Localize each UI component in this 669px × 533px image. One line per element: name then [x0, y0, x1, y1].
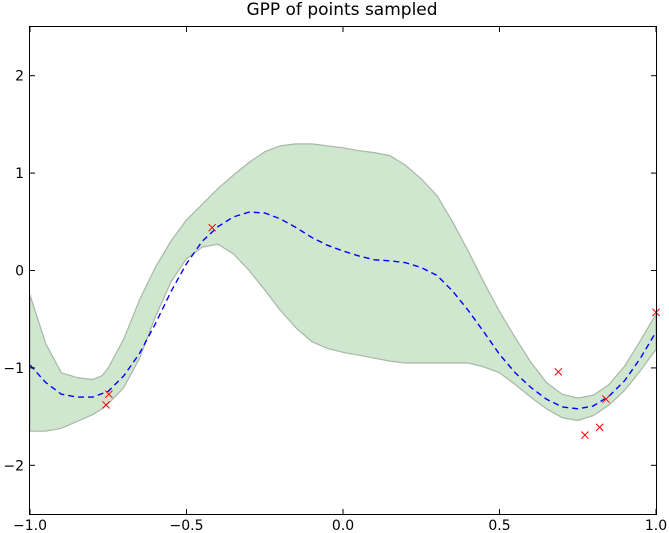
axes: −1.0 −0.5 0.0 0.5 1.0 −2 −1 0 1 2 — [3, 27, 667, 533]
chart-title: GPP of points sampled — [246, 0, 437, 20]
y-tick-label: −1 — [3, 361, 24, 377]
x-tick-label: 1.0 — [645, 518, 667, 533]
mean-line — [29, 211, 657, 410]
sample-point — [102, 400, 111, 409]
sample-point — [580, 431, 589, 440]
y-tick-label: −2 — [3, 458, 24, 474]
sample-point — [554, 367, 563, 376]
x-tick-label: 0.5 — [488, 518, 510, 533]
confidence-band — [29, 143, 657, 432]
plot-frame — [29, 26, 657, 515]
sample-point — [601, 395, 610, 404]
x-tick-label: −0.5 — [170, 518, 204, 533]
sample-point — [595, 423, 604, 432]
y-tick-label: 1 — [15, 166, 24, 182]
y-tick-label: 0 — [15, 264, 24, 280]
x-tick-label: −1.0 — [13, 518, 47, 533]
sample-point — [104, 390, 113, 399]
x-tick-label: 0.0 — [332, 518, 354, 533]
plot-area — [29, 143, 660, 440]
sample-point — [208, 223, 217, 232]
y-tick-label: 2 — [15, 69, 24, 85]
